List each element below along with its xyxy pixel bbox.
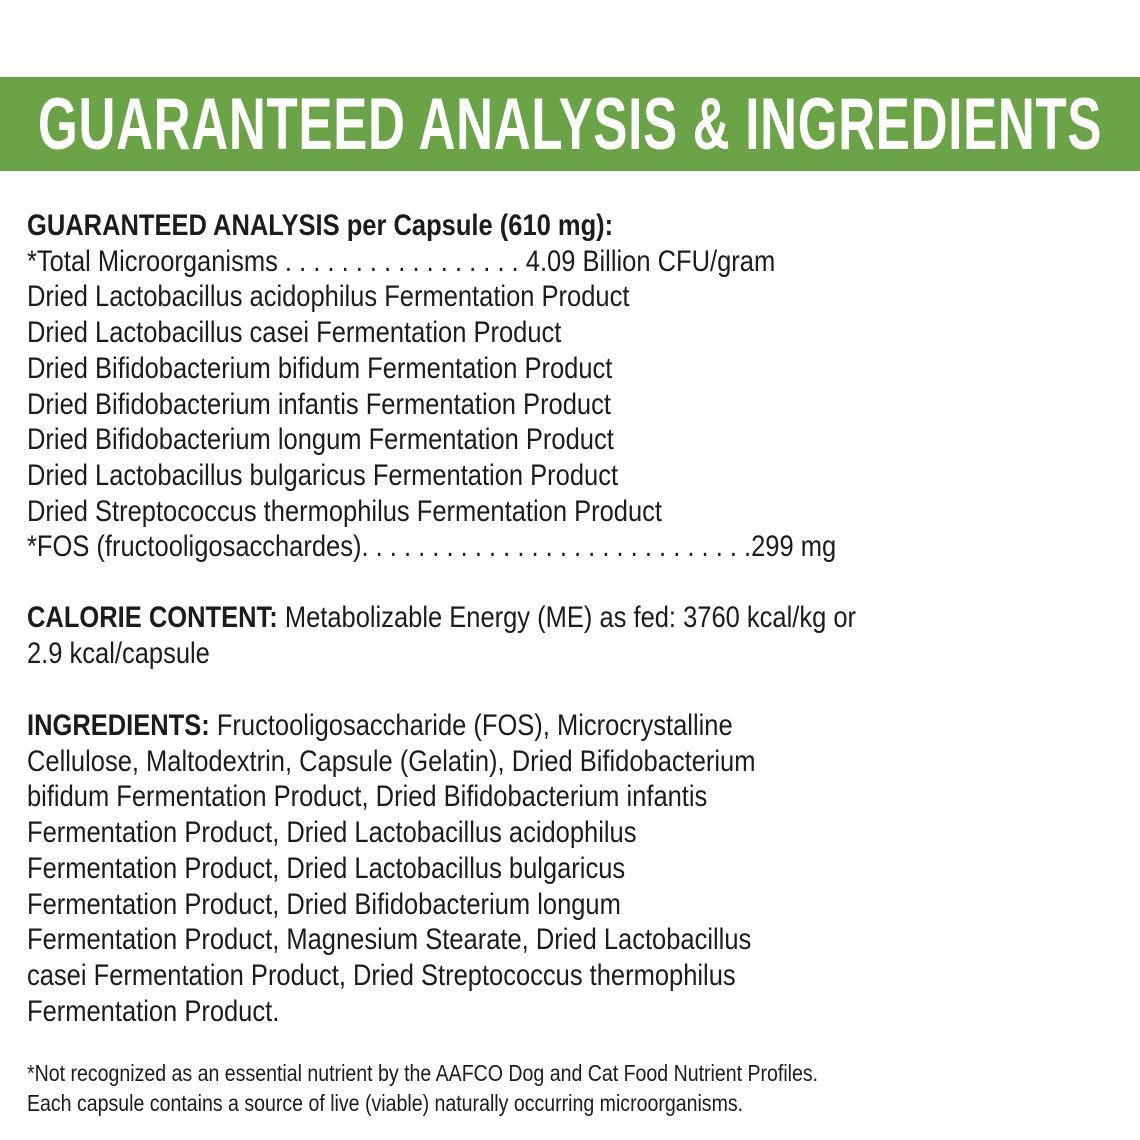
- banner-title: GUARANTEED ANALYSIS & INGREDIENTS: [37, 83, 1103, 165]
- ingredients-text-start: Fructooligosaccharide (FOS), Microcrysta…: [209, 709, 733, 742]
- footnote-line-2: Each capsule contains a source of live (…: [27, 1090, 744, 1116]
- ingredients-line: Fermentation Product, Dried Bifidobacter…: [27, 887, 621, 921]
- footnote-section: *Not recognized as an essential nutrient…: [27, 1058, 818, 1118]
- ingredients-line: casei Fermentation Product, Dried Strept…: [27, 958, 736, 992]
- calorie-content-section: CALORIE CONTENT: Metabolizable Energy (M…: [27, 600, 856, 671]
- ingredients-line: Fermentation Product, Dried Lactobacillu…: [27, 851, 626, 885]
- ga-row-total-microorganisms: *Total Microorganisms . . . . . . . . . …: [27, 244, 776, 278]
- ga-row-lactobacillus-casei: Dried Lactobacillus casei Fermentation P…: [27, 316, 562, 350]
- calorie-content-text: Metabolizable Energy (ME) as fed: 3760 k…: [277, 601, 857, 634]
- guaranteed-analysis-section: GUARANTEED ANALYSIS per Capsule (610 mg)…: [27, 208, 836, 565]
- ingredients-line: Fermentation Product, Magnesium Stearate…: [27, 923, 752, 957]
- calorie-content-line-1: CALORIE CONTENT: Metabolizable Energy (M…: [27, 600, 856, 636]
- ga-row-fos: *FOS (fructooligosacchardes). . . . . . …: [27, 530, 837, 564]
- ingredients-line: bifidum Fermentation Product, Dried Bifi…: [27, 780, 708, 814]
- ingredients-label: INGREDIENTS:: [27, 709, 210, 742]
- ingredients-line-1: INGREDIENTS: Fructooligosaccharide (FOS)…: [27, 708, 755, 744]
- ga-row-bifidobacterium-infantis: Dried Bifidobacterium infantis Fermentat…: [27, 387, 611, 421]
- guaranteed-analysis-heading: GUARANTEED ANALYSIS per Capsule (610 mg)…: [27, 209, 614, 242]
- calorie-content-label: CALORIE CONTENT:: [27, 601, 278, 634]
- ingredients-section: INGREDIENTS: Fructooligosaccharide (FOS)…: [27, 708, 755, 1029]
- footnote-line-1: *Not recognized as an essential nutrient…: [27, 1060, 819, 1086]
- ingredients-line: Fermentation Product.: [27, 994, 280, 1028]
- section-banner: GUARANTEED ANALYSIS & INGREDIENTS: [0, 77, 1140, 171]
- calorie-content-line-2: 2.9 kcal/capsule: [27, 636, 210, 670]
- ga-row-lactobacillus-acidophilus: Dried Lactobacillus acidophilus Fermenta…: [27, 280, 630, 314]
- ga-row-lactobacillus-bulgaricus: Dried Lactobacillus bulgaricus Fermentat…: [27, 458, 619, 492]
- ingredients-line: Fermentation Product, Dried Lactobacillu…: [27, 816, 637, 850]
- ga-row-bifidobacterium-longum: Dried Bifidobacterium longum Fermentatio…: [27, 423, 614, 457]
- ga-row-streptococcus-thermophilus: Dried Streptococcus thermophilus Ferment…: [27, 494, 662, 528]
- ingredients-line: Cellulose, Maltodextrin, Capsule (Gelati…: [27, 744, 756, 778]
- ga-row-bifidobacterium-bifidum: Dried Bifidobacterium bifidum Fermentati…: [27, 351, 613, 385]
